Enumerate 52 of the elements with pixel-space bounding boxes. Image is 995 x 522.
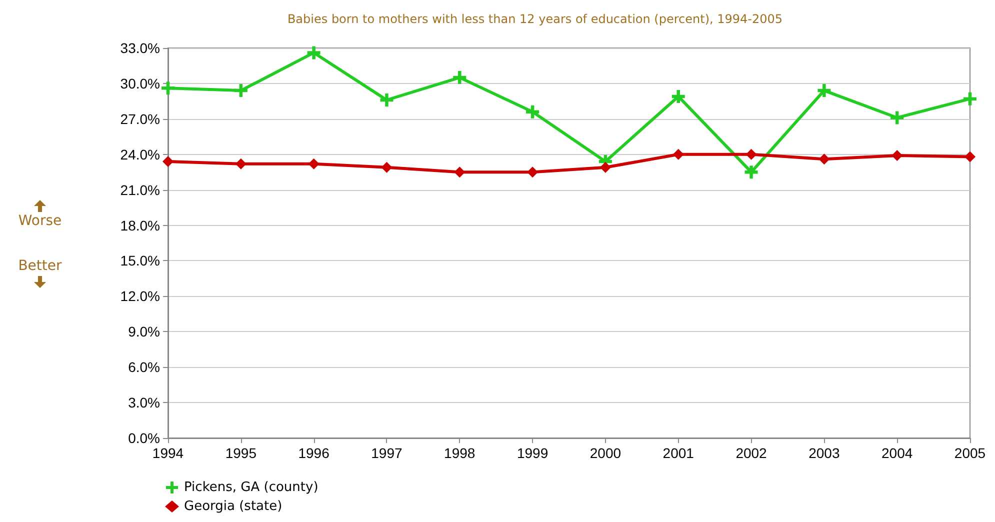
point <box>162 82 174 95</box>
point <box>818 84 831 98</box>
point <box>381 162 392 173</box>
point <box>818 154 830 165</box>
y-tick-label: 18.0% <box>120 217 160 234</box>
point <box>235 158 246 170</box>
x-tick-label: 2000 <box>590 445 622 461</box>
x-tick-label: 2001 <box>662 445 694 461</box>
y-tick-label: 3.0% <box>128 394 160 411</box>
text: Better <box>17 258 63 274</box>
point <box>964 92 976 106</box>
x-tick-label: 2003 <box>808 445 840 461</box>
point <box>162 156 174 167</box>
y-tick-label: 15.0% <box>120 252 160 269</box>
y-tick-label: 30.0% <box>120 75 160 92</box>
point <box>234 84 248 98</box>
y-tick-label: 27.0% <box>120 110 160 127</box>
point <box>600 162 611 173</box>
point <box>672 148 684 160</box>
point <box>672 90 685 103</box>
x-tick-label: 1995 <box>225 445 257 461</box>
point <box>307 46 320 60</box>
x-tick-label: 1994 <box>152 445 184 461</box>
point <box>746 148 757 160</box>
x-tick-label: 1996 <box>298 445 330 461</box>
point <box>890 111 904 124</box>
y-tick-label: 12.0% <box>120 288 160 304</box>
y-tick-label: 6.0% <box>128 359 160 376</box>
point <box>744 166 758 179</box>
point <box>526 105 540 118</box>
point <box>964 151 976 162</box>
legend-label: Pickens, GA (county) <box>184 480 318 495</box>
x-tick-label: 1997 <box>371 445 403 461</box>
point <box>453 71 466 84</box>
y-tick-label: 9.0% <box>128 324 160 340</box>
x-tick-label: 2004 <box>882 445 913 461</box>
point <box>527 166 538 178</box>
y-tick-label: 0.0% <box>128 430 160 446</box>
point <box>454 166 466 178</box>
point <box>892 150 903 162</box>
x-tick-label: 1999 <box>516 445 548 461</box>
x-tick-label: 1998 <box>444 445 476 461</box>
legend-label: Georgia (state) <box>184 499 282 514</box>
chart-title: Babies born to mothers with less than 12 years of education (percent), 1994-2005 <box>287 12 783 26</box>
x-tick-label: 2002 <box>736 445 768 461</box>
point <box>380 94 394 106</box>
y-tick-label: 24.0% <box>120 146 160 162</box>
text: Worse <box>17 213 63 229</box>
point <box>308 158 320 170</box>
x-tick-label: 2005 <box>954 445 986 461</box>
y-tick-label: 21.0% <box>120 182 160 198</box>
y-tick-label: 33.0% <box>120 40 160 56</box>
